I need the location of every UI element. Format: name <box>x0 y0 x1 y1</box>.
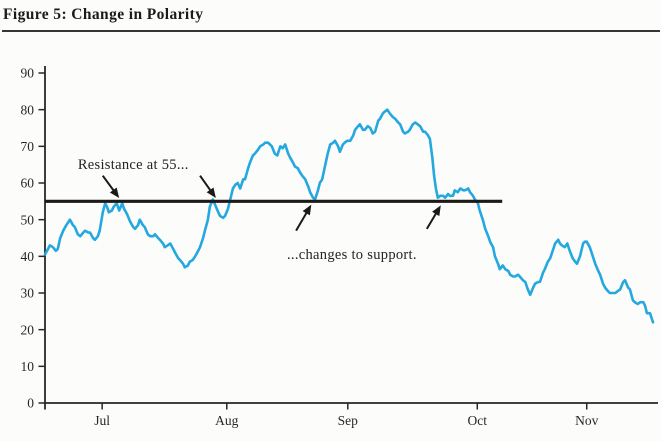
y-tick-label: 40 <box>21 249 35 264</box>
price-series-line <box>43 108 655 324</box>
y-tick-label: 20 <box>21 322 35 337</box>
arrow-head <box>206 187 216 199</box>
y-tick-label: 80 <box>21 102 35 117</box>
annotation-resistance-label: Resistance at 55... <box>78 157 189 173</box>
arrow-head <box>109 187 120 199</box>
y-tick-label: 30 <box>21 286 35 301</box>
x-tick-label: Nov <box>575 413 598 428</box>
annotation-arrows <box>101 175 441 232</box>
y-axis-ticks: 0 10 20 30 40 50 60 70 80 90 <box>21 66 45 411</box>
x-tick-label: Oct <box>468 413 488 428</box>
plot-area: 0 10 20 30 40 50 60 70 80 90 Jul Aug Sep Oct Nov Resi… <box>21 66 658 428</box>
y-tick-label: 50 <box>21 212 35 227</box>
y-tick-label: 0 <box>27 396 34 411</box>
x-tick-label: Jul <box>94 413 110 428</box>
y-tick-label: 60 <box>21 176 35 191</box>
arrow-head <box>302 204 312 216</box>
arrow-head <box>432 205 441 217</box>
y-tick-label: 70 <box>21 139 35 154</box>
x-tick-label: Sep <box>338 413 359 428</box>
figure-title: Figure 5: Change in Polarity <box>3 6 203 23</box>
y-tick-label: 90 <box>21 66 35 81</box>
annotation-support-label: ...changes to support. <box>287 247 417 263</box>
x-tick-label: Aug <box>215 413 238 428</box>
y-tick-label: 10 <box>21 359 35 374</box>
x-axis-ticks: Jul Aug Sep Oct Nov <box>94 403 599 428</box>
